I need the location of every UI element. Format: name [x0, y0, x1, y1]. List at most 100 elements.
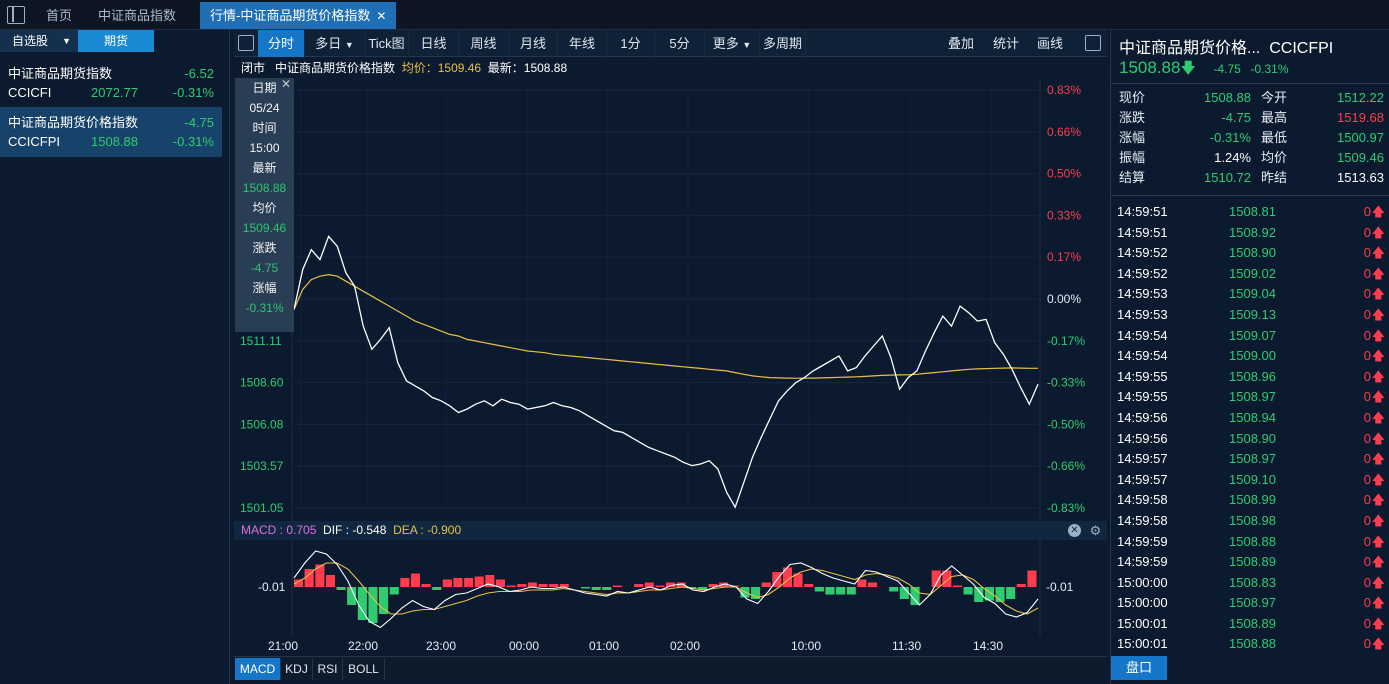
macd-bar	[357, 587, 367, 620]
tick-volume: 0	[1363, 451, 1371, 467]
tab-home[interactable]: 首页	[46, 8, 73, 23]
period-week-button[interactable]: 周线	[459, 30, 509, 57]
watchlist-tab-self[interactable]: 自选股 ▼	[0, 30, 78, 52]
period-intraday-button[interactable]: 分时	[258, 30, 305, 57]
macd-bar	[421, 584, 431, 587]
indicator-tab-macd[interactable]: MACD	[235, 658, 281, 680]
arrow-up-icon: 🡅	[1371, 327, 1385, 343]
stat-row: 涨跌 -4.75 最高 1519.68	[1119, 108, 1384, 128]
tick-row: 14:59:56 1508.90 0 🡅	[1117, 429, 1385, 450]
tick-volume: 0	[1363, 204, 1371, 219]
tab-csi-commodity-index[interactable]: 中证商品指数	[98, 8, 177, 23]
stat-value: 1509.46	[1337, 150, 1384, 165]
tooltip-avg: 1509.46	[242, 221, 287, 235]
tick-row: 14:59:54 1509.07 0 🡅	[1117, 326, 1385, 347]
macd-bar	[368, 587, 378, 623]
tick-volume: 0	[1363, 636, 1371, 652]
percent-tick-label: 0.17%	[1047, 250, 1081, 264]
period-year-button[interactable]: 年线	[558, 30, 607, 57]
tick-time: 15:00:01	[1117, 615, 1168, 631]
tooltip-last-label: 最新	[252, 161, 277, 175]
tab-quote-active[interactable]: 行情-中证商品期货价格指数 ✕	[200, 2, 397, 29]
macd-bar	[1027, 570, 1037, 587]
time-tick-label: 14:30	[973, 639, 1003, 653]
tick-volume: 0	[1363, 430, 1371, 446]
period-multiday-button[interactable]: 多日 ▼	[305, 30, 365, 57]
tick-row: 14:59:58 1508.99 0 🡅	[1117, 490, 1385, 511]
tick-volume: 0	[1363, 471, 1371, 487]
time-tick-label: 10:00	[791, 639, 821, 653]
tick-volume: 0	[1363, 533, 1371, 549]
watchlist-tab-futures[interactable]: 期货	[78, 30, 154, 52]
sidebar-toggle-icon[interactable]	[238, 35, 254, 51]
tick-price: 1508.97	[1229, 595, 1276, 611]
price-tick-label: 1503.57	[240, 459, 284, 473]
statistics-button[interactable]: 统计	[992, 36, 1019, 51]
intraday-chart-svg[interactable]: 1511.11 1508.60 1506.08 1503.57 1501.05 0.83…	[234, 78, 1107, 521]
tick-time: 14:59:55	[1117, 368, 1168, 384]
macd-bar	[867, 582, 877, 587]
item-pct: -0.31%	[172, 85, 214, 100]
item-change: -6.52	[184, 66, 214, 81]
macd-bar	[602, 587, 612, 590]
window-layout-icon[interactable]	[7, 6, 25, 24]
period-tick-button[interactable]: Tick图	[365, 30, 409, 57]
period-1min-button[interactable]: 1分	[607, 30, 655, 57]
chart-toolbar: 分时 多日 ▼ Tick图 日线 周线 月线 年线 1分 5分 更多 ▼ 多周期…	[234, 30, 1107, 57]
overlay-button[interactable]: 叠加	[947, 36, 974, 51]
period-day-button[interactable]: 日线	[409, 30, 459, 57]
tick-row: 15:00:00 1508.83 0 🡅	[1117, 573, 1385, 594]
tick-price: 1508.89	[1229, 554, 1276, 570]
tick-price: 1508.96	[1229, 368, 1276, 384]
arrow-up-icon: 🡅	[1371, 348, 1385, 364]
period-5min-button[interactable]: 5分	[655, 30, 705, 57]
dif-value: DIF : -0.548	[323, 523, 387, 537]
watchlist-tab-self-label: 自选股	[12, 34, 49, 48]
arrow-up-icon: 🡅	[1371, 471, 1385, 487]
arrow-up-icon: 🡅	[1371, 636, 1385, 652]
panel-toggle-icon[interactable]	[1085, 35, 1101, 51]
tick-time: 14:59:56	[1117, 409, 1168, 425]
arrow-up-icon: 🡅	[1371, 615, 1385, 631]
tick-price: 1508.97	[1229, 451, 1276, 467]
tooltip-pct-label: 涨幅	[252, 281, 277, 295]
time-tick-label: 11:30	[892, 639, 921, 653]
multi-period-button[interactable]: 多周期	[760, 30, 806, 57]
macd-svg[interactable]: -0.01 -0.01 21:00 22:00 23:00 00:00 01:00 02:…	[234, 540, 1107, 656]
indicator-tab-kdj[interactable]: KDJ	[281, 658, 313, 680]
tooltip-avg-label: 均价	[252, 201, 277, 215]
percent-tick-label: -0.66%	[1047, 459, 1085, 473]
intraday-chart[interactable]: 1511.11 1508.60 1506.08 1503.57 1501.05 0.83…	[234, 78, 1107, 521]
gear-icon[interactable]: ⚙	[1089, 523, 1102, 538]
dea-line	[293, 562, 1039, 615]
order-book-button[interactable]: 盘口	[1111, 656, 1167, 680]
tick-price: 1508.90	[1229, 430, 1276, 446]
indicator-tab-rsi[interactable]: RSI	[313, 658, 343, 680]
close-icon[interactable]: ✕	[376, 9, 387, 23]
period-more-button[interactable]: 更多 ▼	[705, 30, 760, 57]
macd-bar	[410, 573, 420, 587]
macd-bar	[559, 584, 569, 587]
tick-row: 14:59:52 1509.02 0 🡅	[1117, 264, 1385, 285]
tick-price: 1509.07	[1229, 327, 1276, 343]
period-month-button[interactable]: 月线	[509, 30, 558, 57]
watchlist-item-ccicfi[interactable]: 中证商品期货指数 -6.52 CCICFI 2072.77 -0.31%	[0, 58, 222, 108]
macd-bar	[304, 569, 314, 587]
time-tick-label: 22:00	[348, 639, 378, 653]
tick-row: 14:59:58 1508.98 0 🡅	[1117, 511, 1385, 532]
percent-tick-label: -0.50%	[1047, 417, 1085, 431]
tick-price: 1508.88	[1229, 636, 1276, 652]
quote-title: 中证商品期货价格... CCICFPI	[1119, 34, 1333, 58]
macd-pane[interactable]: -0.01 -0.01 21:00 22:00 23:00 00:00 01:00 02:…	[234, 540, 1107, 656]
draw-line-button[interactable]: 画线	[1036, 36, 1063, 51]
macd-bar	[995, 587, 1005, 602]
indicator-tab-boll[interactable]: BOLL	[343, 658, 385, 680]
close-icon[interactable]: ✕	[280, 77, 291, 91]
quote-change: -4.75	[1213, 62, 1241, 76]
watchlist-item-ccicfpi[interactable]: 中证商品期货价格指数 -4.75 CCICFPI 1508.88 -0.31%	[0, 107, 222, 157]
macd-bar	[336, 587, 346, 590]
macd-bar	[485, 575, 495, 587]
close-indicator-icon[interactable]: ✕	[1068, 524, 1081, 537]
tick-list[interactable]: 14:59:51 1508.81 0 🡅 14:59:51 1508.92 0 🡅 14:59:…	[1117, 202, 1385, 655]
tooltip-pct: -0.31%	[245, 301, 284, 315]
